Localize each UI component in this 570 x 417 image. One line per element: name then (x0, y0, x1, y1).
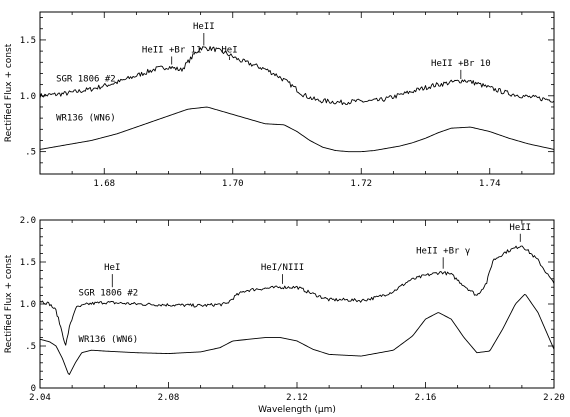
x-tick-label: 2.08 (158, 393, 180, 403)
annotation-label: HeII +Br 11 (142, 45, 202, 55)
y-tick-label: 1.5 (20, 258, 36, 268)
x-tick-label: 2.12 (286, 393, 308, 403)
x-tick-label: 2.20 (543, 393, 565, 403)
series-label: SGR 1806 #2 (56, 74, 116, 84)
series-label: WR136 (WN6) (79, 335, 139, 345)
spectrum-sgr (40, 46, 554, 106)
x-tick-label: 1.72 (350, 179, 372, 189)
x-tick-label: 1.74 (479, 179, 501, 189)
y-axis-title: Rectified Flux + const (4, 43, 14, 142)
annotation-label: HeII +Br γ (416, 246, 470, 256)
panel-h-band: 1.68 1.70 1.72 1.74 .5 1.0 1.5 Rectified Flux +… (4, 11, 555, 189)
panel-k-band: 2.04 2.08 2.12 2.16 2.20 0 .5 1.0 1.5 2.0 Rectifie… (4, 216, 565, 403)
y-axis-title: Rectified Flux + const (4, 254, 14, 353)
annotation-label: HeI (104, 263, 120, 273)
annotation-label: HeII +Br 10 (431, 59, 491, 69)
x-tick-label: 2.04 (29, 393, 51, 403)
series-label: SGR 1806 #2 (79, 289, 139, 299)
plot-frame (39, 219, 555, 389)
spectrum-wr136 (40, 106, 554, 153)
x-axis-title: Wavelength (μm) (258, 405, 336, 415)
y-tick-label: 0 (31, 384, 36, 394)
annotation-label: HeII (193, 22, 215, 32)
y-tick-label: 1.5 (20, 36, 36, 46)
y-tick-label: 1.0 (20, 92, 36, 102)
y-tick-label: .5 (25, 148, 36, 158)
y-tick-label: .5 (25, 342, 36, 352)
annotation-label: HeII (509, 223, 531, 233)
x-tick-label: 1.70 (222, 179, 244, 189)
plot-frame (39, 11, 555, 175)
spectrum-wr136 (40, 293, 554, 375)
y-tick-label: 2.0 (20, 216, 36, 226)
annotation-label: HeI/NIII (261, 263, 304, 273)
annotation-label: HeI (221, 45, 237, 55)
series-label: WR136 (WN6) (56, 113, 116, 123)
y-tick-label: 1.0 (20, 300, 36, 310)
x-tick-label: 1.68 (93, 179, 115, 189)
x-tick-label: 2.16 (415, 393, 437, 403)
spectrum-sgr (40, 245, 554, 346)
